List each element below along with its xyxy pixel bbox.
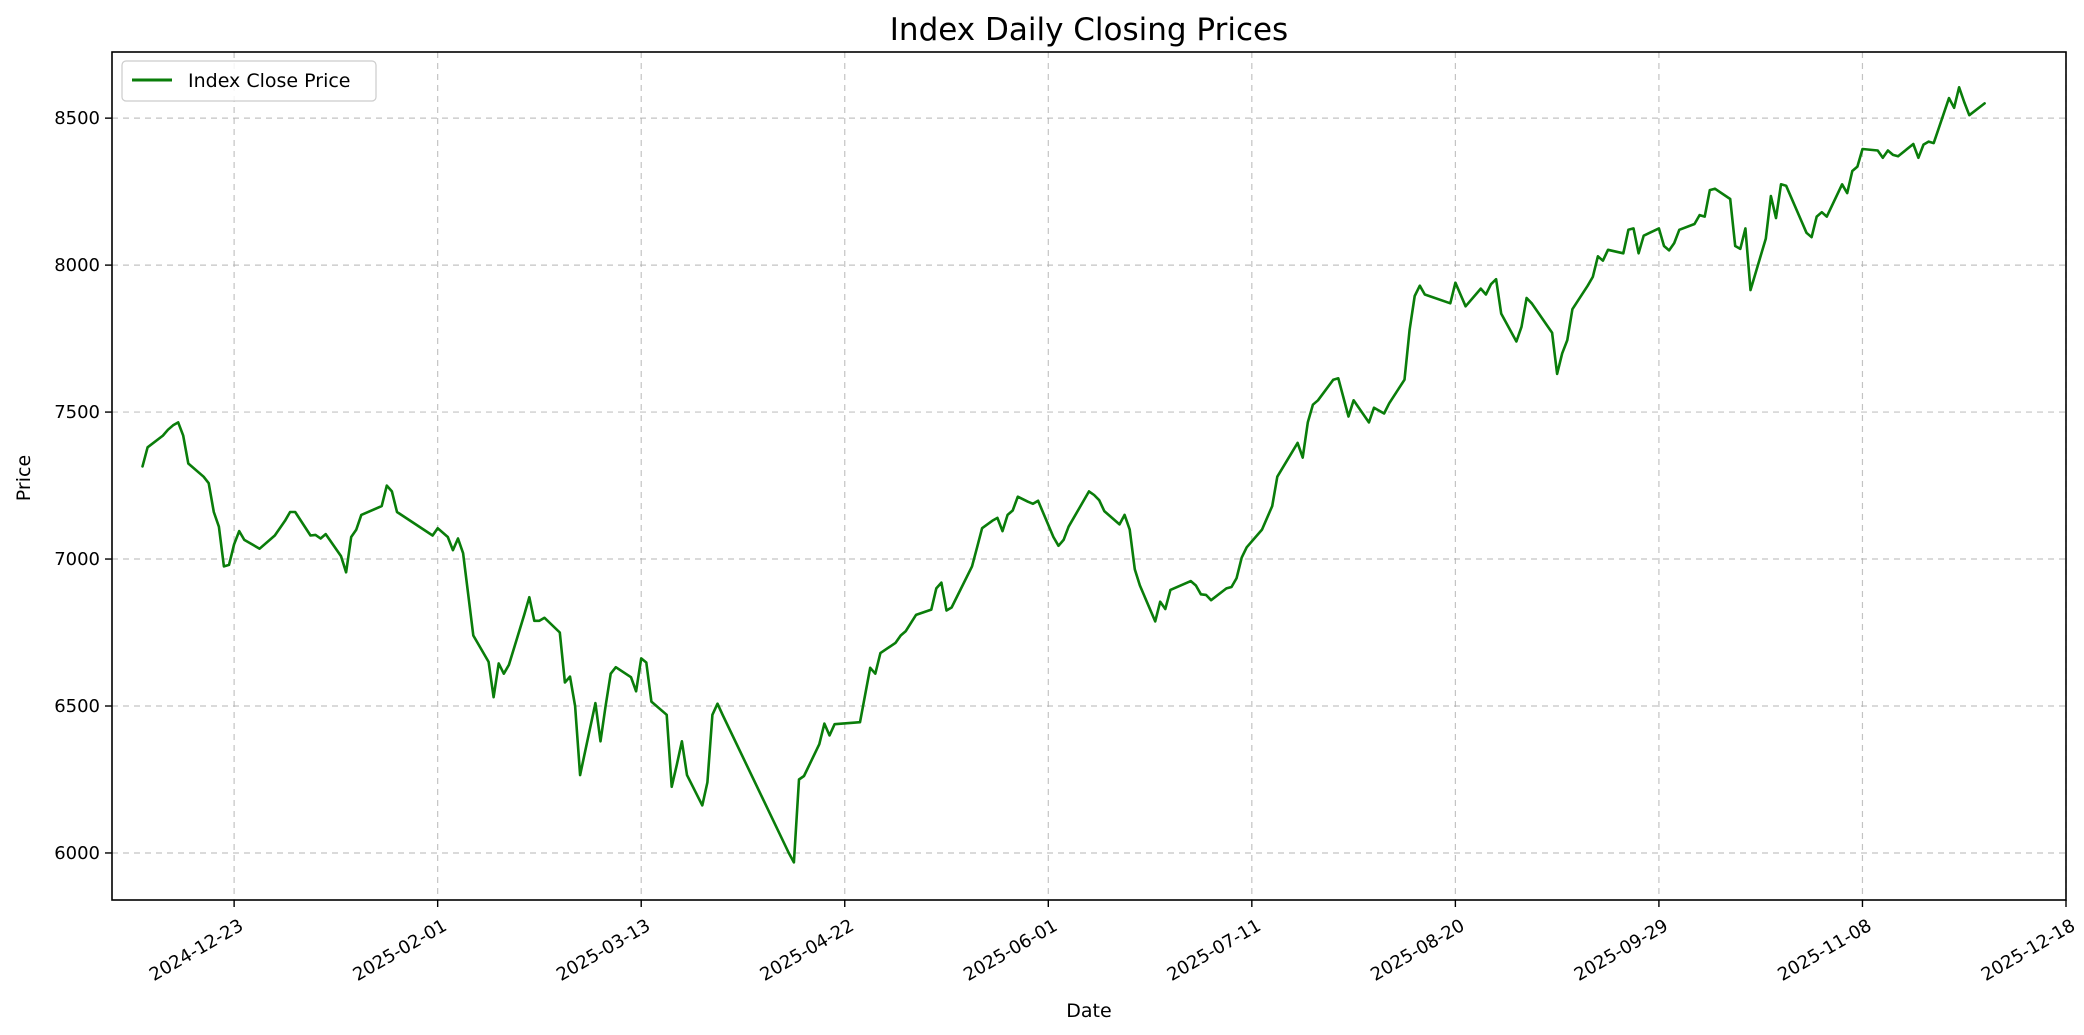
legend-box — [121, 60, 377, 102]
chart-title: Index Daily Closing Prices — [890, 12, 1288, 48]
legend: Index Close Price — [121, 60, 377, 102]
y-axis: 6000 6500 7000 7500 8000 8500 — [54, 108, 112, 864]
y-tick-label: 6500 — [54, 696, 100, 717]
series-layer — [141, 86, 1986, 864]
y-tick-label: 7000 — [54, 549, 100, 570]
y-tick-label: 6000 — [54, 843, 100, 864]
y-axis-label: Price — [13, 455, 35, 501]
plot-frame — [111, 51, 2067, 901]
legend-label: Index Close Price — [188, 70, 351, 92]
y-tick-label: 8000 — [54, 255, 100, 276]
series-line-0 — [141, 86, 1986, 864]
y-tick-label: 8500 — [54, 108, 100, 129]
y-tick-label: 7500 — [54, 402, 100, 423]
x-axis-label: Date — [1066, 1000, 1111, 1022]
